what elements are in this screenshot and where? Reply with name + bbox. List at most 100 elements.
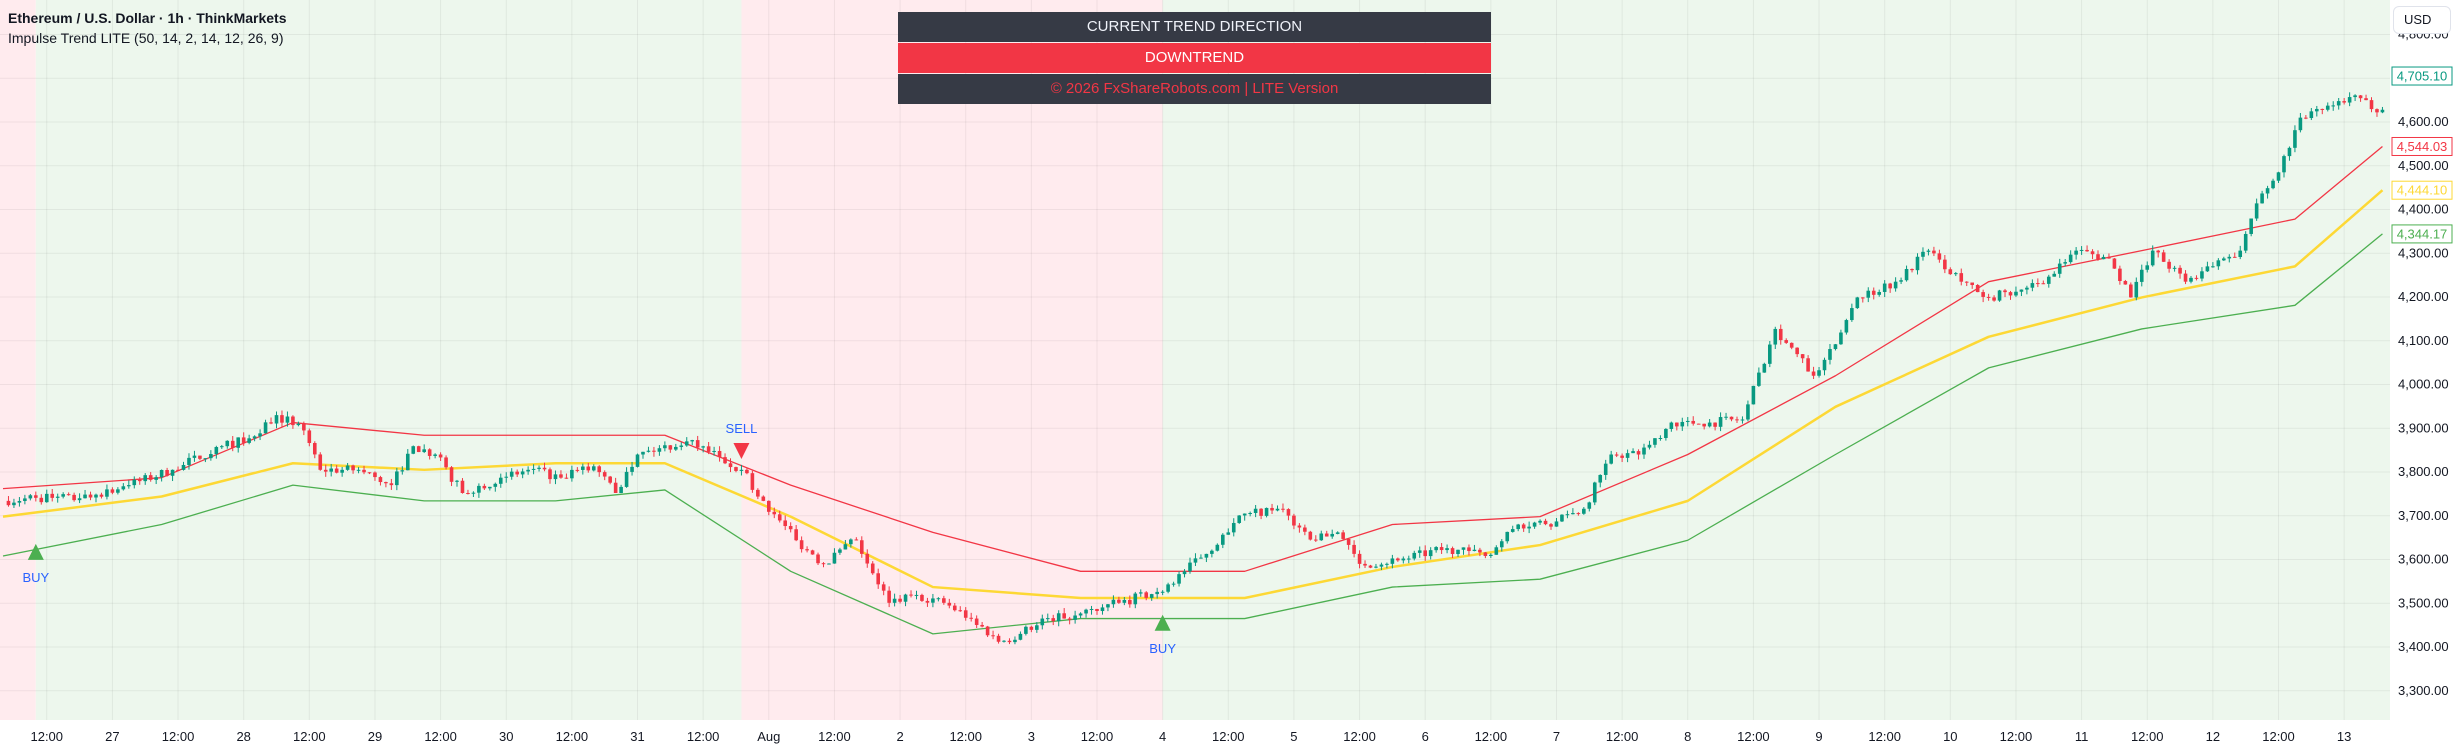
candle bbox=[482, 483, 487, 490]
candle bbox=[148, 472, 153, 482]
symbol-title[interactable]: Ethereum / U.S. Dollar · 1h · ThinkMarke… bbox=[8, 10, 287, 26]
candle-body bbox=[1248, 512, 1252, 514]
upper-band-line bbox=[2, 145, 2383, 572]
candle bbox=[1675, 422, 1679, 431]
candle-body bbox=[1133, 593, 1138, 605]
candle-body bbox=[1560, 514, 1564, 522]
candle-body bbox=[252, 436, 257, 439]
candle bbox=[329, 463, 333, 477]
candle-body bbox=[2008, 292, 2013, 296]
candle bbox=[2090, 249, 2095, 260]
candle-body bbox=[1532, 522, 1537, 527]
indicator-label[interactable]: Impulse Trend LITE (50, 14, 2, 14, 12, 2… bbox=[8, 30, 284, 46]
candle bbox=[460, 478, 465, 494]
candle bbox=[1992, 295, 1996, 302]
candle bbox=[181, 461, 186, 471]
candle-body bbox=[1117, 599, 1121, 603]
candle-body bbox=[1330, 533, 1335, 537]
candle bbox=[2096, 250, 2100, 261]
candle-body bbox=[575, 469, 580, 471]
candle-body bbox=[1231, 522, 1236, 533]
candle-body bbox=[329, 468, 333, 472]
candle-body bbox=[2380, 109, 2385, 113]
candle bbox=[646, 446, 651, 453]
candle-body bbox=[1932, 250, 1936, 254]
candle bbox=[1625, 449, 1630, 463]
candle bbox=[2156, 249, 2160, 258]
candle bbox=[767, 500, 771, 516]
candle-body bbox=[657, 448, 662, 452]
candle-body bbox=[258, 433, 262, 437]
candle bbox=[1013, 636, 1017, 645]
candle bbox=[1603, 459, 1608, 480]
candle bbox=[1308, 530, 1313, 541]
candle-body bbox=[1921, 251, 1925, 257]
candle-body bbox=[1521, 524, 1526, 529]
candle-body bbox=[1253, 508, 1258, 513]
candle-body bbox=[1182, 571, 1187, 575]
candle bbox=[1850, 303, 1854, 322]
candle bbox=[821, 562, 826, 568]
candle-body bbox=[2036, 283, 2040, 285]
candle-body bbox=[2211, 266, 2215, 268]
candle-body bbox=[1696, 423, 1701, 425]
candle bbox=[1893, 277, 1898, 292]
candle bbox=[1839, 329, 1843, 345]
candle bbox=[2172, 265, 2177, 272]
candle bbox=[756, 488, 760, 500]
sell-signal-label: SELL bbox=[726, 421, 758, 436]
buy-signal-triangle-icon bbox=[27, 543, 44, 560]
candle-body bbox=[2276, 172, 2281, 181]
candle bbox=[641, 451, 645, 459]
candle-body bbox=[2068, 254, 2073, 263]
candle-body bbox=[2222, 258, 2226, 261]
candle bbox=[750, 470, 755, 493]
candle-body bbox=[1226, 532, 1231, 535]
candle bbox=[706, 441, 711, 455]
candle-body bbox=[2123, 281, 2128, 285]
candle-body bbox=[1986, 296, 1991, 298]
candle bbox=[674, 443, 678, 451]
candle bbox=[1975, 284, 1980, 293]
candle-body bbox=[176, 469, 180, 471]
candle-body bbox=[94, 494, 98, 498]
candle bbox=[269, 417, 273, 425]
candle bbox=[1330, 529, 1335, 539]
candle bbox=[881, 581, 886, 596]
candle-body bbox=[1576, 513, 1581, 515]
candle-body bbox=[931, 598, 935, 603]
candle bbox=[1882, 280, 1887, 297]
candle bbox=[438, 452, 443, 461]
candle bbox=[280, 410, 284, 428]
buy-signal-label: BUY bbox=[1149, 641, 1176, 656]
candle-body bbox=[1177, 574, 1181, 584]
candle-body bbox=[1746, 404, 1750, 420]
candle-body bbox=[6, 500, 11, 506]
candle bbox=[1609, 450, 1613, 465]
candle-body bbox=[1549, 524, 1553, 527]
candle bbox=[1160, 590, 1165, 596]
candle bbox=[2287, 146, 2292, 161]
candle bbox=[1248, 511, 1252, 517]
candle-body bbox=[1396, 558, 1400, 561]
candle-body bbox=[2057, 263, 2062, 274]
candle bbox=[827, 563, 831, 565]
candle-body bbox=[1784, 340, 1789, 343]
candle-body bbox=[66, 494, 71, 496]
candle bbox=[1713, 422, 1717, 431]
candle-body bbox=[1527, 526, 1531, 529]
candle-body bbox=[515, 471, 519, 475]
candle bbox=[663, 441, 667, 452]
candle bbox=[1204, 553, 1209, 563]
candle bbox=[170, 469, 175, 482]
candle bbox=[2134, 277, 2139, 301]
candle bbox=[1746, 400, 1750, 422]
candle-body bbox=[1910, 268, 1914, 271]
currency-button[interactable]: USD bbox=[2393, 6, 2451, 34]
candle bbox=[1549, 523, 1553, 530]
candle-body bbox=[2112, 258, 2117, 269]
candle bbox=[1352, 540, 1356, 558]
candle-body bbox=[384, 482, 388, 484]
candle-body bbox=[2046, 276, 2051, 284]
